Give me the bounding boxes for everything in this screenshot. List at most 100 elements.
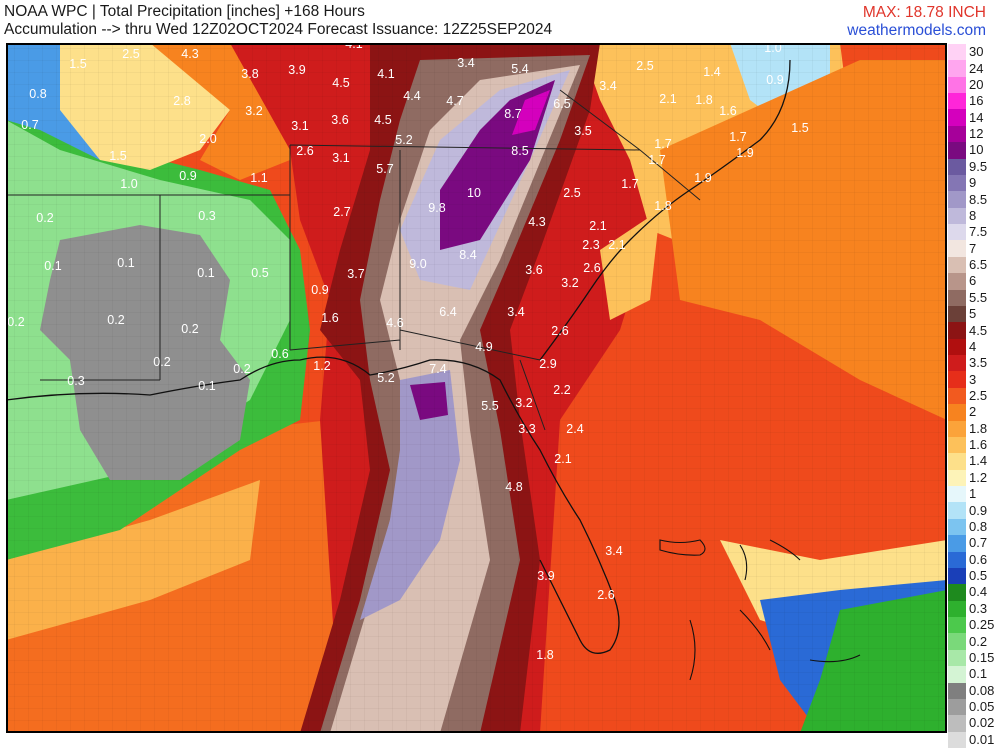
map-value-label: 3.4 [605, 544, 622, 558]
map-value-label: 2.5 [122, 47, 139, 61]
colorbar-swatch [948, 224, 966, 241]
colorbar-label: 1.4 [969, 453, 988, 469]
map-value-label: 3.4 [599, 79, 616, 93]
colorbar-swatch [948, 453, 966, 470]
state-boundaries [6, 89, 701, 431]
map-value-label: 1.7 [648, 153, 665, 167]
colorbar-label: 8 [969, 207, 977, 223]
map-value-label: 3.8 [241, 67, 258, 81]
colorbar-label: 1 [969, 486, 977, 502]
map-value-label: 0.2 [153, 355, 170, 369]
map-value-label: 4.6 [386, 316, 403, 330]
map-value-label: 2.3 [582, 238, 599, 252]
map-value-label: 0.3 [198, 209, 215, 223]
map-value-label: 3.9 [537, 569, 554, 583]
colorbar-swatch [948, 617, 966, 634]
colorbar-swatch [948, 420, 966, 438]
map-value-label: 1.7 [654, 137, 671, 151]
colorbar-swatch [948, 666, 966, 683]
colorbar-swatch [948, 486, 966, 503]
colorbar-label: 14 [969, 109, 984, 125]
map-title: NOAA WPC | Total Precipitation [inches] … [4, 3, 365, 20]
map-value-label: 2.6 [583, 261, 600, 275]
colorbar-label: 5.5 [969, 289, 988, 305]
map-value-label: 1.5 [791, 121, 808, 135]
map-value-label: 2.1 [589, 219, 606, 233]
map-value-label: 0.2 [7, 315, 24, 329]
map-value-labels: 4.3 2.5 1.5 4.1 3.4 5.4 2.5 1.0 1.4 0.9 3.8 3.9 4.5 4… [7, 43, 808, 662]
colorbar-legend: 30 24 20 16 14 12 10 9.5 9 8.5 8 7.5 7 6.5 6 5.5 5 4.5 4 3.… [948, 44, 1000, 750]
colorbar-label: 0.9 [969, 502, 988, 518]
map-value-label: 1.7 [729, 130, 746, 144]
map-value-label: 2.6 [597, 588, 614, 602]
colorbar-swatch [948, 256, 966, 274]
colorbar-swatch [948, 682, 966, 700]
map-value-label: 4.3 [181, 47, 198, 61]
island-outlines [659, 539, 861, 681]
colorbar-swatch [948, 125, 966, 143]
colorbar-label: 16 [969, 93, 984, 109]
map-value-label: 5.5 [481, 399, 498, 413]
map-value-label: 4.3 [528, 215, 545, 229]
colorbar-label: 0.25 [969, 617, 995, 633]
map-value-label: 5.2 [395, 133, 412, 147]
map-value-label: 0.6 [271, 347, 288, 361]
colorbar-swatch [948, 207, 966, 225]
colorbar-swatch [948, 731, 966, 749]
map-value-label: 8.4 [459, 248, 476, 262]
colorbar-label: 10 [969, 142, 984, 158]
colorbar-swatch [948, 404, 966, 421]
map-value-label: 4.1 [377, 67, 394, 81]
colorbar-label: 1.8 [969, 420, 988, 436]
map-value-label: 3.5 [574, 124, 591, 138]
colorbar-swatch [948, 633, 966, 651]
coastline [6, 59, 791, 654]
colorbar-label: 12 [969, 126, 984, 142]
colorbar-label: 24 [969, 60, 984, 76]
map-value-label: 1.9 [736, 146, 753, 160]
map-value-label: 2.5 [636, 59, 653, 73]
map-value-label: 8.5 [511, 144, 528, 158]
colorbar-label: 3 [969, 371, 977, 387]
colorbar-label: 0.05 [969, 699, 995, 715]
colorbar-swatch [948, 240, 966, 258]
map-value-label: 3.2 [561, 276, 578, 290]
colorbar-swatch [948, 355, 966, 372]
colorbar-label: 0.02 [969, 715, 995, 731]
colorbar-label: 0.1 [969, 666, 988, 682]
colorbar-swatch [948, 436, 966, 454]
map-value-label: 2.6 [296, 144, 313, 158]
map-value-label: 7.4 [429, 362, 446, 376]
colorbar-swatch [948, 387, 966, 405]
map-value-label: 5.4 [511, 62, 528, 76]
map-value-label: 0.5 [251, 266, 268, 280]
colorbar-label: 6.5 [969, 257, 988, 273]
map-value-label: 3.6 [331, 113, 348, 127]
map-value-label: 2.8 [173, 94, 190, 108]
map-value-label: 1.0 [120, 177, 137, 191]
map-value-label: 0.7 [21, 118, 38, 132]
colorbar-swatch [948, 60, 966, 78]
map-value-label: 0.9 [179, 169, 196, 183]
colorbar-swatch [948, 109, 966, 127]
colorbar-swatch [948, 371, 966, 389]
colorbar-label: 0.4 [969, 584, 988, 600]
colorbar-swatch [948, 44, 966, 61]
colorbar-label: 1.6 [969, 437, 988, 453]
colorbar-swatch [948, 273, 966, 290]
colorbar-swatch [948, 191, 966, 209]
map-value-label: 4.7 [446, 94, 463, 108]
precipitation-map: 4.3 2.5 1.5 4.1 3.4 5.4 2.5 1.0 1.4 0.9 3.8 3.9 4.5 4… [6, 43, 947, 733]
map-value-label: 9.0 [409, 257, 426, 271]
map-value-label: 2.1 [554, 452, 571, 466]
map-value-label: 8.7 [504, 107, 521, 121]
colorbar-label: 0.6 [969, 551, 988, 567]
colorbar-label: 0.08 [969, 682, 995, 698]
map-value-label: 1.6 [719, 104, 736, 118]
map-value-label: 0.2 [36, 211, 53, 225]
map-value-label: 2.0 [199, 132, 216, 146]
colorbar-swatch [948, 567, 966, 585]
map-value-label: 1.8 [695, 93, 712, 107]
colorbar-label: 0.01 [969, 731, 995, 747]
map-value-label: 1.8 [536, 648, 553, 662]
